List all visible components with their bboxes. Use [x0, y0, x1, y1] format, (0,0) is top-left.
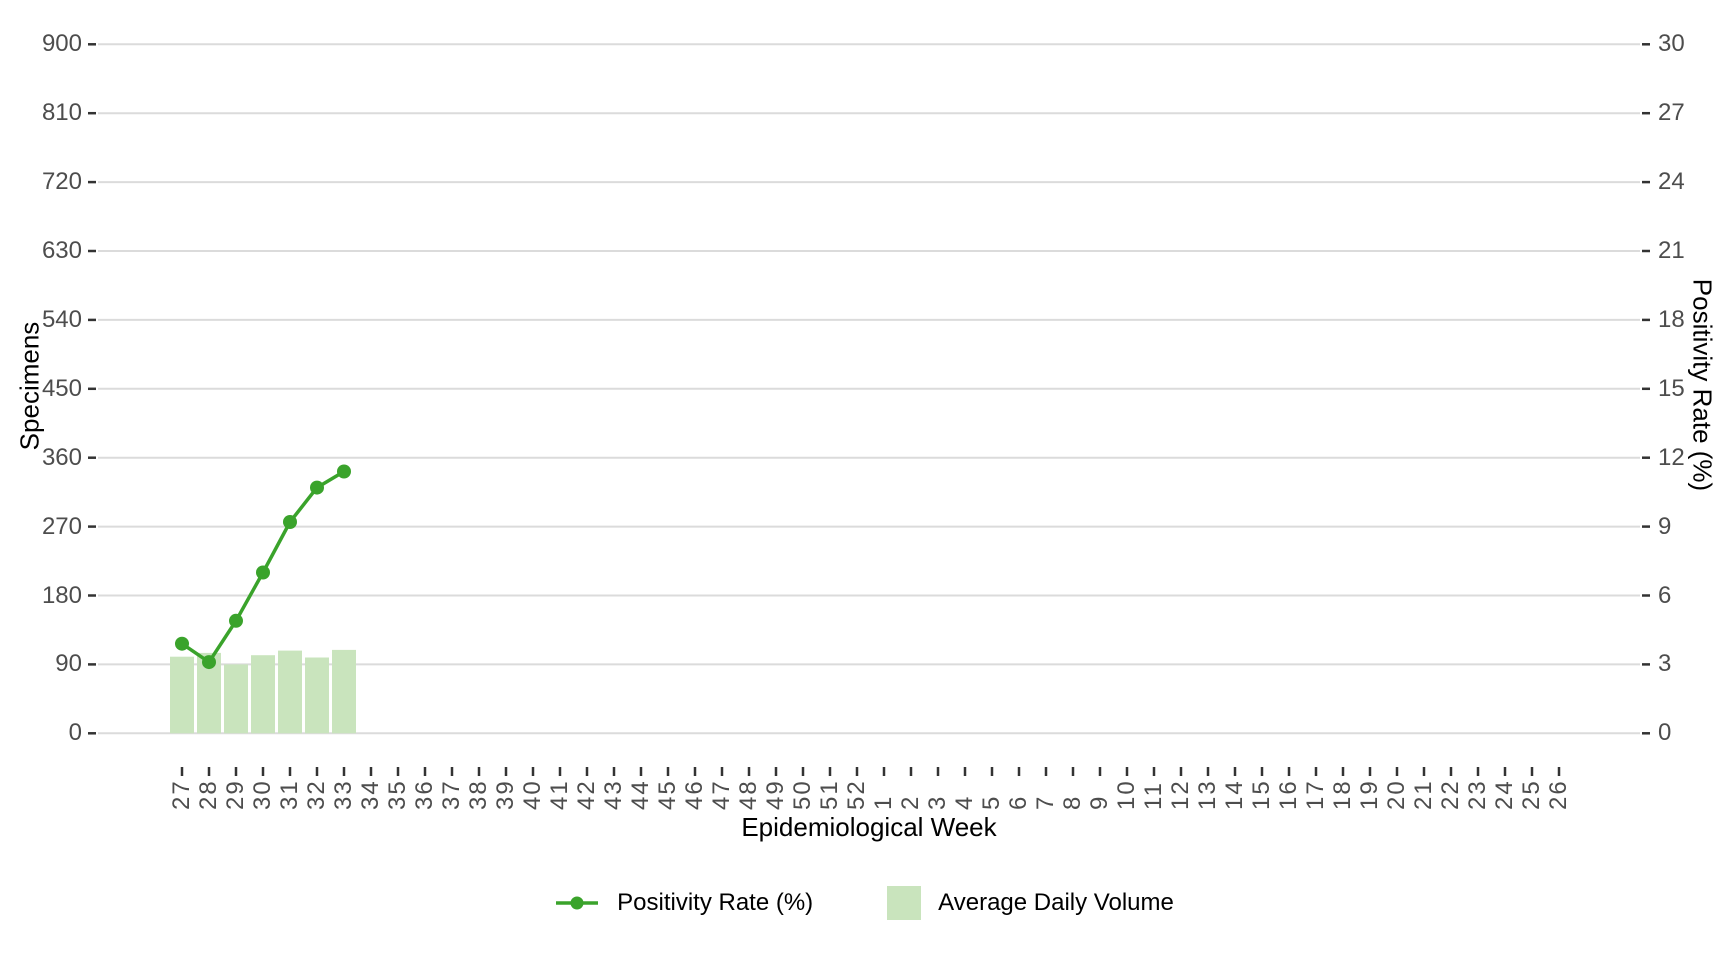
x-tick-label: 10: [1113, 779, 1140, 810]
y-right-tick-label: 6: [1658, 581, 1672, 609]
x-tick-label: 26: [1545, 779, 1572, 810]
x-tick-label: 9: [1086, 794, 1113, 810]
volume-bar: [251, 655, 275, 734]
x-tick-label: 51: [816, 779, 843, 810]
x-tick-label: 15: [1248, 779, 1275, 810]
x-tick-label: 35: [384, 779, 411, 810]
legend-item-average-daily-volume: Average Daily Volume: [887, 886, 1174, 920]
x-tick-label: 23: [1464, 779, 1491, 810]
volume-bar: [278, 650, 302, 734]
x-tick-label: 33: [330, 779, 357, 810]
x-tick-label: 44: [627, 779, 654, 810]
y-left-tick-label: 0: [68, 719, 82, 747]
x-tick-label: 20: [1383, 779, 1410, 810]
y-left-tick-label: 540: [41, 305, 82, 333]
y-right-tick-label: 0: [1658, 719, 1672, 747]
x-tick-label: 43: [600, 779, 627, 810]
x-tick-label: 30: [249, 779, 276, 810]
x-tick-label: 32: [303, 779, 330, 810]
left-axis-title: Specimens: [14, 321, 45, 451]
positivity-point: [337, 464, 351, 479]
x-tick-label: 4: [951, 794, 978, 810]
x-tick-label: 45: [654, 779, 681, 810]
y-right-tick-label: 30: [1658, 30, 1685, 58]
x-tick-label: 34: [357, 779, 384, 810]
x-tick-label: 37: [438, 779, 465, 810]
legend: Positivity Rate (%) Average Daily Volume: [0, 886, 1728, 920]
volume-bar: [170, 656, 194, 734]
x-tick-label: 12: [1167, 779, 1194, 810]
x-tick-label: 25: [1518, 779, 1545, 810]
x-tick-label: 22: [1437, 779, 1464, 810]
positivity-point: [256, 565, 270, 580]
x-tick-label: 7: [1032, 794, 1059, 810]
x-tick-label: 49: [762, 779, 789, 810]
x-tick-label: 2: [897, 794, 924, 810]
volume-bar: [332, 649, 356, 734]
x-tick-label: 47: [708, 779, 735, 810]
x-tick-label: 27: [168, 779, 195, 810]
positivity-point: [175, 636, 189, 651]
x-tick-label: 39: [492, 779, 519, 810]
x-tick-label: 5: [978, 794, 1005, 810]
legend-item-positivity-rate: Positivity Rate (%): [554, 889, 813, 917]
positivity-point: [283, 515, 297, 529]
volume-bar: [305, 657, 329, 734]
x-tick-label: 41: [546, 779, 573, 810]
x-tick-label: 50: [789, 779, 816, 810]
x-tick-label: 29: [222, 779, 249, 810]
y-left-tick-label: 630: [41, 237, 82, 264]
y-left-tick-label: 900: [41, 30, 82, 58]
x-tick-label: 3: [924, 794, 951, 810]
y-left-tick-label: 450: [41, 374, 82, 402]
bar-swatch-icon: [887, 886, 922, 920]
x-tick-label: 6: [1005, 794, 1032, 810]
x-tick-label: 48: [735, 779, 762, 810]
x-tick-label: 16: [1275, 779, 1302, 810]
x-tick-label: 36: [411, 779, 438, 810]
y-right-tick-label: 21: [1658, 237, 1685, 264]
x-tick-label: 17: [1302, 779, 1329, 810]
y-right-tick-label: 9: [1658, 512, 1672, 540]
x-tick-label: 24: [1491, 779, 1518, 810]
y-right-tick-label: 3: [1658, 650, 1672, 678]
x-tick-label: 42: [573, 779, 600, 810]
legend-label: Average Daily Volume: [938, 889, 1174, 916]
x-tick-label: 14: [1221, 779, 1248, 810]
x-tick-label: 1: [870, 794, 897, 810]
x-tick-label: 31: [276, 779, 303, 810]
x-tick-label: 28: [195, 779, 222, 810]
y-left-tick-label: 90: [55, 650, 82, 678]
x-tick-label: 11: [1140, 781, 1167, 810]
x-tick-label: 21: [1410, 779, 1437, 810]
x-tick-label: 40: [519, 779, 546, 810]
x-tick-label: 52: [843, 779, 870, 810]
x-tick-label: 18: [1329, 779, 1356, 810]
y-right-tick-label: 24: [1658, 168, 1685, 196]
y-right-tick-label: 12: [1658, 443, 1685, 471]
y-left-tick-label: 360: [41, 443, 82, 471]
y-right-tick-label: 15: [1658, 374, 1685, 402]
legend-label: Positivity Rate (%): [617, 889, 814, 916]
positivity-point: [310, 480, 324, 495]
y-left-tick-label: 810: [41, 99, 82, 127]
y-right-tick-label: 18: [1658, 305, 1685, 333]
x-tick-label: 13: [1194, 779, 1221, 810]
y-left-tick-label: 720: [41, 168, 82, 196]
line-with-point-icon: [556, 896, 599, 910]
x-tick-label: 8: [1059, 794, 1086, 810]
x-tick-label: 46: [681, 779, 708, 810]
y-right-tick-label: 27: [1658, 99, 1685, 127]
x-tick-label: 38: [465, 779, 492, 810]
right-axis-title: Positivity Rate (%): [1687, 278, 1718, 492]
x-tick-label: 19: [1356, 779, 1383, 810]
positivity-point: [229, 613, 243, 628]
positivity-point: [202, 655, 216, 670]
x-axis-title: Epidemiological Week: [741, 812, 997, 842]
y-left-tick-label: 180: [41, 581, 82, 609]
y-left-tick-label: 270: [41, 512, 82, 540]
volume-bar: [224, 664, 248, 734]
